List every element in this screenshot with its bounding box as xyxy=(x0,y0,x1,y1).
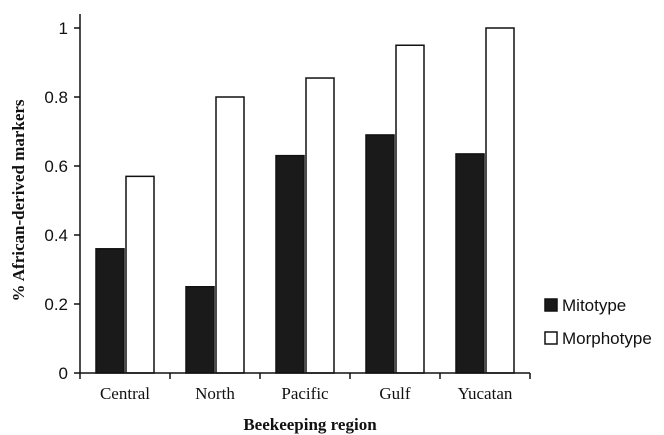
legend-swatch-mitotype xyxy=(544,298,558,312)
y-tick-label: 0.4 xyxy=(44,226,68,245)
bar-morphotype-pacific xyxy=(305,77,335,374)
x-category-label: Yucatan xyxy=(458,384,513,403)
bar-mitotype-north xyxy=(185,286,215,374)
y-ticks-layer: 0 0.2 0.4 0.6 0.8 1 xyxy=(44,19,80,383)
x-category-label: Central xyxy=(100,384,150,403)
legend-label-morphotype: Morphotype xyxy=(562,329,652,348)
y-tick-label: 0.6 xyxy=(44,157,68,176)
bar-mitotype-gulf xyxy=(365,134,395,374)
y-tick-label: 1 xyxy=(59,19,68,38)
legend-label-mitotype: Mitotype xyxy=(562,296,626,315)
x-axis-title: Beekeeping region xyxy=(243,415,377,434)
bar-morphotype-yucatan xyxy=(485,27,515,374)
legend-swatch-morphotype xyxy=(544,331,558,345)
bar-morphotype-central xyxy=(125,175,155,374)
bar-morphotype-gulf xyxy=(395,44,425,374)
y-tick-label: 0.8 xyxy=(44,88,68,107)
y-axis-title: % African-derived markers xyxy=(9,99,28,301)
y-tick-label: 0.2 xyxy=(44,295,68,314)
x-category-label: Gulf xyxy=(379,384,411,403)
bar-morphotype-north xyxy=(215,96,245,374)
bar-mitotype-pacific xyxy=(275,154,305,374)
legend: Mitotype Morphotype xyxy=(544,296,652,348)
bar-mitotype-central xyxy=(95,248,125,374)
axes-layer xyxy=(79,14,530,374)
x-category-label: North xyxy=(195,384,235,403)
x-categories-layer: Central North Pacific Gulf Yucatan xyxy=(79,373,531,403)
bars-layer xyxy=(95,27,515,374)
x-category-label: Pacific xyxy=(281,384,329,403)
y-tick-label: 0 xyxy=(59,364,68,383)
bar-mitotype-yucatan xyxy=(455,153,485,374)
